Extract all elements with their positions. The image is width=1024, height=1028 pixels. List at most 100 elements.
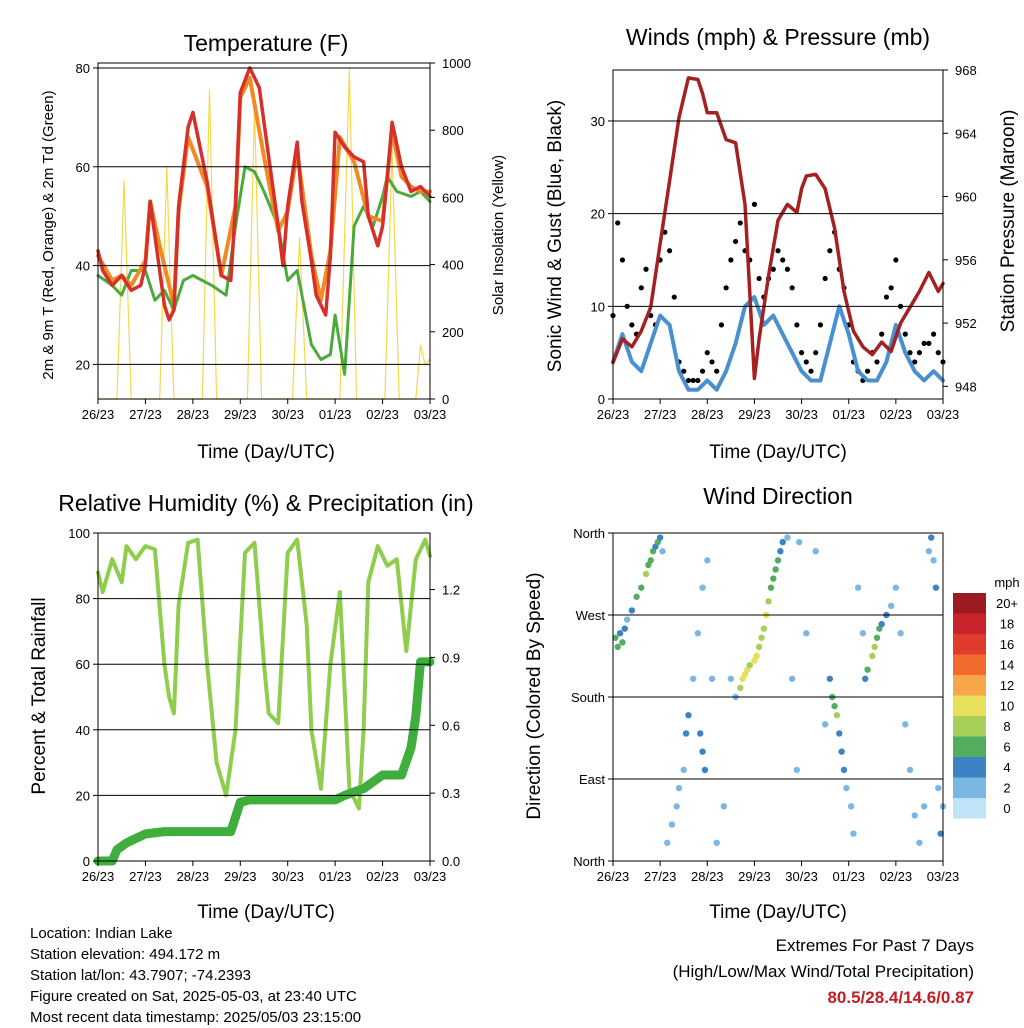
direction-point (862, 675, 869, 682)
direction-point (871, 643, 878, 651)
direction-point (843, 784, 850, 792)
gust-point (728, 257, 734, 263)
humidity-xlabel: Time (Day/UTC) (197, 902, 335, 923)
extremes-box: Extremes For Past 7 Days (High/Low/Max W… (673, 933, 974, 1011)
gust-point (822, 275, 828, 282)
gust-point (681, 368, 687, 374)
x-tick-label: 28/23 (691, 407, 724, 422)
colorbar-swatch (953, 634, 986, 655)
colorbar-label: 8 (1003, 719, 1010, 734)
gust-point (671, 294, 677, 300)
colorbar-swatch (953, 675, 986, 696)
direction-point (892, 584, 900, 591)
direction-point (869, 652, 876, 660)
x-tick-label: 27/23 (644, 869, 677, 884)
gust-point (864, 368, 871, 374)
direction-point (935, 784, 942, 792)
winds-plot-content (610, 76, 946, 392)
direction-point (930, 557, 937, 564)
gust-point (615, 220, 621, 226)
direction-point (612, 634, 619, 641)
colorbar-swatch (953, 757, 986, 778)
y2-tick-label: 800 (442, 123, 464, 138)
direction-point (701, 766, 709, 774)
y-tick-label: 60 (76, 657, 90, 672)
direction-point (831, 702, 838, 710)
colorbar-label: 16 (1000, 637, 1014, 652)
y-tick-label: 10 (591, 299, 605, 314)
x-tick-label: 26/23 (597, 869, 630, 884)
gust-point (808, 368, 814, 374)
humidity-title: Relative Humidity (%) & Precipitation (i… (58, 490, 473, 516)
colorbar-swatch (953, 593, 986, 614)
series-temp2m-line (96, 66, 432, 322)
gust-point (907, 350, 913, 356)
direction-point (680, 766, 687, 774)
x-tick-label: 03/23 (927, 407, 960, 422)
gust-point (874, 359, 880, 365)
direction-point (803, 630, 810, 637)
y-tick-label: 20 (591, 207, 605, 222)
gust-point (926, 340, 932, 346)
gust-point (732, 238, 739, 245)
y2-tick-label: 1000 (442, 56, 471, 71)
direction-point (616, 630, 624, 637)
gust-point (714, 368, 720, 374)
y-tick-label: 80 (76, 61, 90, 76)
station-location: Location: Indian Lake (30, 925, 173, 942)
humidity-plot-content (93, 537, 435, 866)
series-rh-line (96, 537, 432, 811)
colorbar-label: 4 (1003, 760, 1010, 775)
colorbar-label: 20+ (996, 596, 1018, 611)
x-tick-label: 26/23 (597, 407, 630, 422)
y-tick-label: North (573, 526, 605, 541)
direction-point (836, 730, 843, 737)
gust-point (756, 275, 762, 282)
colorbar-swatch (953, 798, 986, 819)
humidity-ylabel: Percent & Total Rainfall (29, 597, 50, 794)
x-tick-label: 02/23 (880, 407, 913, 422)
winds-panel: Winds (mph) & Pressure (mb) 26/23 27/23 28… (545, 24, 1019, 463)
direction-point (694, 630, 702, 637)
direction-point (697, 730, 704, 737)
gust-point (718, 322, 725, 328)
temperature-y2label: Solar Insolation (Yellow) (490, 155, 507, 315)
winds-ylabel: Sonic Wind & Gust (Blue, Black) (545, 100, 566, 372)
x-tick-label: 02/23 (366, 407, 399, 422)
direction-point (737, 684, 744, 692)
gust-point (912, 359, 918, 365)
gust-point (789, 285, 795, 291)
y2-tick-label: 956 (955, 253, 977, 268)
direction-xlabel: Time (Day/UTC) (709, 902, 847, 923)
direction-point (623, 616, 631, 623)
direction-point (873, 634, 881, 641)
gust-point (879, 331, 885, 337)
winds-xlabel: Time (Day/UTC) (709, 442, 847, 463)
direction-ylabel: Direction (Colored By Speed) (524, 572, 545, 819)
y2-tick-label: 0 (442, 392, 449, 407)
direction-point (878, 620, 885, 628)
y2-tick-label: 600 (442, 190, 464, 205)
y2-tick-label: 948 (955, 379, 977, 394)
direction-point (887, 602, 895, 610)
x-tick-label: 02/23 (880, 869, 913, 884)
gust-point (699, 368, 706, 374)
plot-frame (97, 62, 431, 400)
figure-created: Figure created on Sat, 2025-05-03, at 23… (30, 988, 357, 1005)
extremes-title: Extremes For Past 7 Days (775, 936, 974, 955)
gust-point (803, 359, 809, 365)
y-tick-label: East (579, 772, 605, 787)
direction-point (833, 712, 841, 719)
direction-point (689, 675, 697, 682)
x-tick-label: 01/23 (832, 407, 865, 422)
station-elevation: Station elevation: 494.172 m (30, 946, 221, 963)
gust-point (737, 220, 743, 226)
temperature-ylabel: 2m & 9m T (Red, Orange) & 2m Td (Green) (40, 90, 57, 379)
direction-point (777, 548, 784, 555)
x-tick-label: 28/23 (177, 407, 210, 422)
x-tick-label: 01/23 (319, 869, 352, 884)
y2-tick-label: 400 (442, 258, 464, 273)
gust-point (770, 266, 776, 272)
temperature-axes: 26/23 27/23 28/23 29/23 30/23 01/23 02/23 03/23… (76, 56, 471, 422)
